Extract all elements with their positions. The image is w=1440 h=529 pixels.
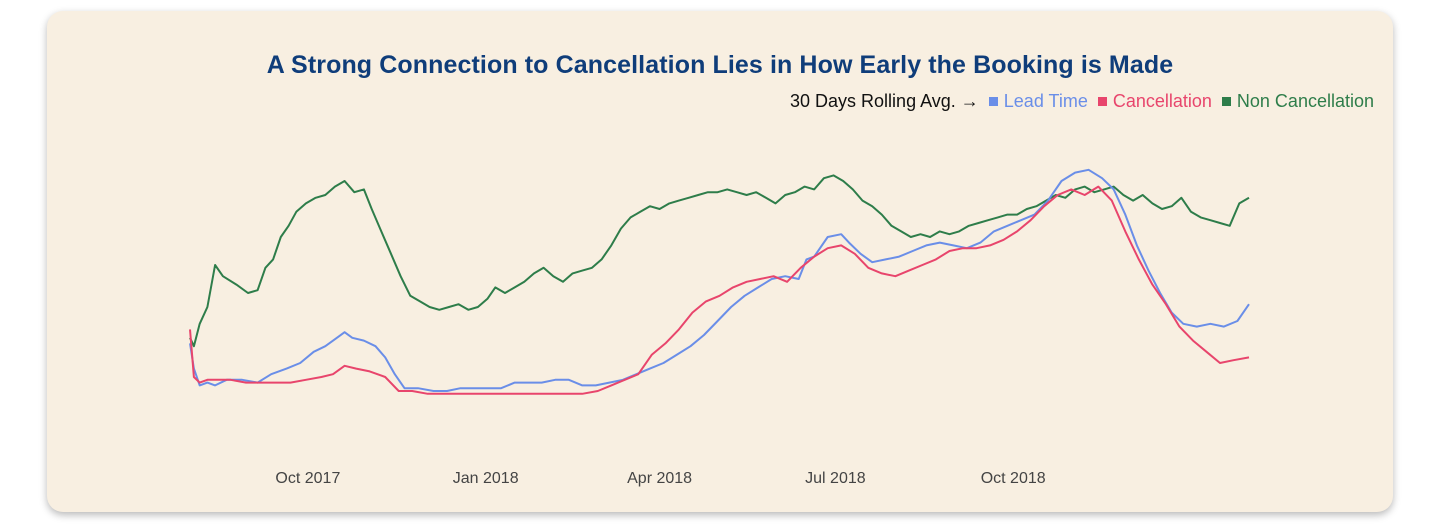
legend-prefix: 30 Days Rolling Avg. → xyxy=(790,91,979,111)
series-line-non-cancellation xyxy=(189,174,1250,348)
legend-swatch-non-cancellation xyxy=(1221,97,1231,106)
x-tick-label: Apr 2018 xyxy=(627,470,692,487)
x-tick-label: Oct 2018 xyxy=(981,470,1046,487)
legend: 30 Days Rolling Avg. → Lead Time Cancell… xyxy=(790,91,1374,112)
legend-item-non-cancellation[interactable]: Non Cancellation xyxy=(1221,91,1374,112)
legend-swatch-cancellation xyxy=(1097,97,1107,106)
series-line-lead-time xyxy=(189,168,1250,392)
legend-item-cancellation[interactable]: Cancellation xyxy=(1097,91,1212,112)
legend-label-cancellation: Cancellation xyxy=(1112,91,1212,111)
legend-item-lead-time[interactable]: Lead Time xyxy=(988,91,1088,112)
chart-card: A Strong Connection to Cancellation Lies… xyxy=(47,11,1393,512)
x-tick-label: Jan 2018 xyxy=(453,470,519,487)
legend-label-non-cancellation: Non Cancellation xyxy=(1236,91,1374,111)
legend-label-lead-time: Lead Time xyxy=(1003,91,1088,111)
line-chart: Oct 2017 Jan 2018 Apr 2018 Jul 2018 Oct 2018 xyxy=(189,168,1250,487)
series-line-cancellation xyxy=(189,185,1250,395)
legend-swatch-lead-time xyxy=(988,97,998,106)
x-tick-label: Oct 2017 xyxy=(275,470,340,487)
x-tick-label: Jul 2018 xyxy=(805,470,866,487)
chart-title: A Strong Connection to Cancellation Lies… xyxy=(266,51,1174,79)
